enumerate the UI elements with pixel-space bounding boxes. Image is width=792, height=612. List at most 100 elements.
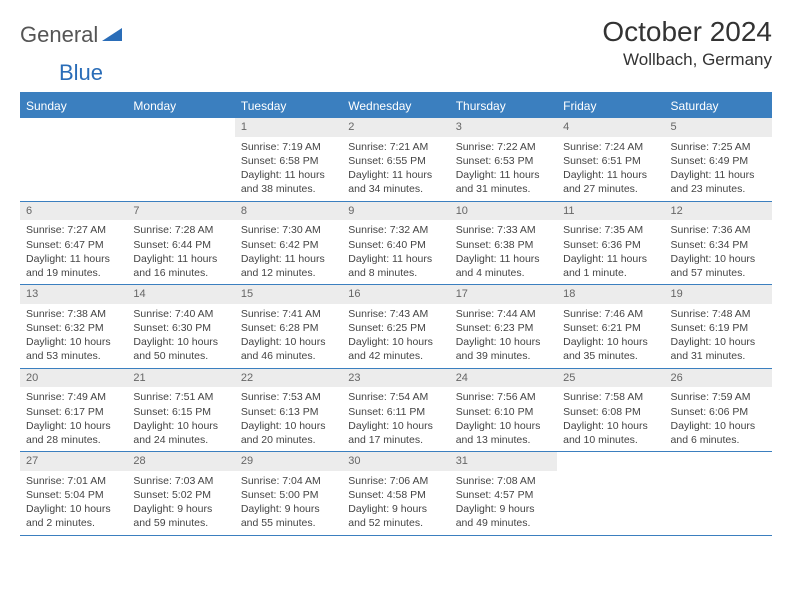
day-cell: 16 Sunrise: 7:43 AMSunset: 6:25 PMDayligh… (342, 285, 449, 368)
daylight-text: Daylight: 10 hours and 24 minutes. (133, 419, 228, 447)
sunset-text: Sunset: 6:47 PM (26, 238, 121, 252)
sunrise-text: Sunrise: 7:22 AM (456, 140, 551, 154)
weekday-header: Tuesday (235, 94, 342, 118)
day-number: 7 (127, 202, 234, 221)
day-number: 3 (450, 118, 557, 137)
weekday-header: Monday (127, 94, 234, 118)
day-number: 9 (342, 202, 449, 221)
day-cell: 1Sunrise: 7:19 AMSunset: 6:58 PMDaylight… (235, 118, 342, 201)
day-body: Sunrise: 7:32 AMSunset: 6:40 PMDaylight:… (342, 220, 449, 284)
daylight-text: Daylight: 10 hours and 31 minutes. (671, 335, 766, 363)
daylight-text: Daylight: 11 hours and 16 minutes. (133, 252, 228, 280)
daylight-text: Daylight: 11 hours and 34 minutes. (348, 168, 443, 196)
day-number: 24 (450, 369, 557, 388)
day-number: 21 (127, 369, 234, 388)
sunset-text: Sunset: 5:00 PM (241, 488, 336, 502)
sunrise-text: Sunrise: 7:41 AM (241, 307, 336, 321)
daylight-text: Daylight: 11 hours and 31 minutes. (456, 168, 551, 196)
daylight-text: Daylight: 11 hours and 38 minutes. (241, 168, 336, 196)
brand-triangle-icon (102, 25, 122, 46)
sunset-text: Sunset: 6:36 PM (563, 238, 658, 252)
day-body: Sunrise: 7:04 AMSunset: 5:00 PMDaylight:… (235, 471, 342, 535)
weekday-header: Sunday (20, 94, 127, 118)
day-body: Sunrise: 7:01 AMSunset: 5:04 PMDaylight:… (20, 471, 127, 535)
day-number: 14 (127, 285, 234, 304)
day-body: Sunrise: 7:19 AMSunset: 6:58 PMDaylight:… (235, 137, 342, 201)
day-number: 19 (665, 285, 772, 304)
daylight-text: Daylight: 10 hours and 42 minutes. (348, 335, 443, 363)
weekday-header: Saturday (665, 94, 772, 118)
sunset-text: Sunset: 6:21 PM (563, 321, 658, 335)
sunrise-text: Sunrise: 7:44 AM (456, 307, 551, 321)
sunset-text: Sunset: 6:23 PM (456, 321, 551, 335)
daylight-text: Daylight: 11 hours and 12 minutes. (241, 252, 336, 280)
sunset-text: Sunset: 6:51 PM (563, 154, 658, 168)
daylight-text: Daylight: 10 hours and 35 minutes. (563, 335, 658, 363)
sunrise-text: Sunrise: 7:56 AM (456, 390, 551, 404)
day-number: 29 (235, 452, 342, 471)
daylight-text: Daylight: 10 hours and 6 minutes. (671, 419, 766, 447)
month-title: October 2024 (602, 16, 772, 48)
day-cell: 20Sunrise: 7:49 AMSunset: 6:17 PMDayligh… (20, 369, 127, 452)
sunrise-text: Sunrise: 7:03 AM (133, 474, 228, 488)
day-body: Sunrise: 7:49 AMSunset: 6:17 PMDaylight:… (20, 387, 127, 451)
sunset-text: Sunset: 6:49 PM (671, 154, 766, 168)
day-number: 22 (235, 369, 342, 388)
day-number: 27 (20, 452, 127, 471)
daylight-text: Daylight: 9 hours and 49 minutes. (456, 502, 551, 530)
day-number: 23 (342, 369, 449, 388)
sunrise-text: Sunrise: 7:46 AM (563, 307, 658, 321)
sunrise-text: Sunrise: 7:38 AM (26, 307, 121, 321)
daylight-text: Daylight: 10 hours and 50 minutes. (133, 335, 228, 363)
sunrise-text: Sunrise: 7:25 AM (671, 140, 766, 154)
sunset-text: Sunset: 6:38 PM (456, 238, 551, 252)
day-cell: 24Sunrise: 7:56 AMSunset: 6:10 PMDayligh… (450, 369, 557, 452)
sunrise-text: Sunrise: 7:01 AM (26, 474, 121, 488)
day-cell: 8 Sunrise: 7:30 AMSunset: 6:42 PMDaylight… (235, 202, 342, 285)
sunset-text: Sunset: 6:34 PM (671, 238, 766, 252)
sunrise-text: Sunrise: 7:28 AM (133, 223, 228, 237)
day-body: Sunrise: 7:54 AMSunset: 6:11 PMDaylight:… (342, 387, 449, 451)
day-body: Sunrise: 7:22 AMSunset: 6:53 PMDaylight:… (450, 137, 557, 201)
day-body: Sunrise: 7:33 AMSunset: 6:38 PMDaylight:… (450, 220, 557, 284)
location: Wollbach, Germany (602, 50, 772, 70)
sunset-text: Sunset: 6:28 PM (241, 321, 336, 335)
brand-part1: General (20, 22, 98, 48)
day-cell (20, 118, 127, 201)
day-body: Sunrise: 7:27 AMSunset: 6:47 PMDaylight:… (20, 220, 127, 284)
sunrise-text: Sunrise: 7:30 AM (241, 223, 336, 237)
day-number: 16 (342, 285, 449, 304)
calendar: SundayMondayTuesdayWednesdayThursdayFrid… (20, 92, 772, 536)
daylight-text: Daylight: 10 hours and 10 minutes. (563, 419, 658, 447)
sunset-text: Sunset: 6:15 PM (133, 405, 228, 419)
day-number: 8 (235, 202, 342, 221)
sunset-text: Sunset: 6:53 PM (456, 154, 551, 168)
sunset-text: Sunset: 6:25 PM (348, 321, 443, 335)
day-number: 5 (665, 118, 772, 137)
day-body: Sunrise: 7:53 AMSunset: 6:13 PMDaylight:… (235, 387, 342, 451)
week-row: 1Sunrise: 7:19 AMSunset: 6:58 PMDaylight… (20, 118, 772, 202)
day-cell (127, 118, 234, 201)
sunrise-text: Sunrise: 7:58 AM (563, 390, 658, 404)
day-cell: 21Sunrise: 7:51 AMSunset: 6:15 PMDayligh… (127, 369, 234, 452)
brand-part2: Blue (59, 60, 103, 85)
daylight-text: Daylight: 10 hours and 28 minutes. (26, 419, 121, 447)
day-body: Sunrise: 7:24 AMSunset: 6:51 PMDaylight:… (557, 137, 664, 201)
sunset-text: Sunset: 5:04 PM (26, 488, 121, 502)
day-cell (665, 452, 772, 535)
day-cell: 31Sunrise: 7:08 AMSunset: 4:57 PMDayligh… (450, 452, 557, 535)
sunrise-text: Sunrise: 7:06 AM (348, 474, 443, 488)
sunset-text: Sunset: 6:06 PM (671, 405, 766, 419)
sunset-text: Sunset: 6:55 PM (348, 154, 443, 168)
sunset-text: Sunset: 4:57 PM (456, 488, 551, 502)
day-cell: 18Sunrise: 7:46 AMSunset: 6:21 PMDayligh… (557, 285, 664, 368)
day-cell: 28Sunrise: 7:03 AMSunset: 5:02 PMDayligh… (127, 452, 234, 535)
day-cell: 30Sunrise: 7:06 AMSunset: 4:58 PMDayligh… (342, 452, 449, 535)
day-cell: 19Sunrise: 7:48 AMSunset: 6:19 PMDayligh… (665, 285, 772, 368)
day-number (20, 118, 127, 137)
sunrise-text: Sunrise: 7:43 AM (348, 307, 443, 321)
sunset-text: Sunset: 6:11 PM (348, 405, 443, 419)
daylight-text: Daylight: 11 hours and 4 minutes. (456, 252, 551, 280)
sunset-text: Sunset: 6:42 PM (241, 238, 336, 252)
day-body: Sunrise: 7:41 AMSunset: 6:28 PMDaylight:… (235, 304, 342, 368)
